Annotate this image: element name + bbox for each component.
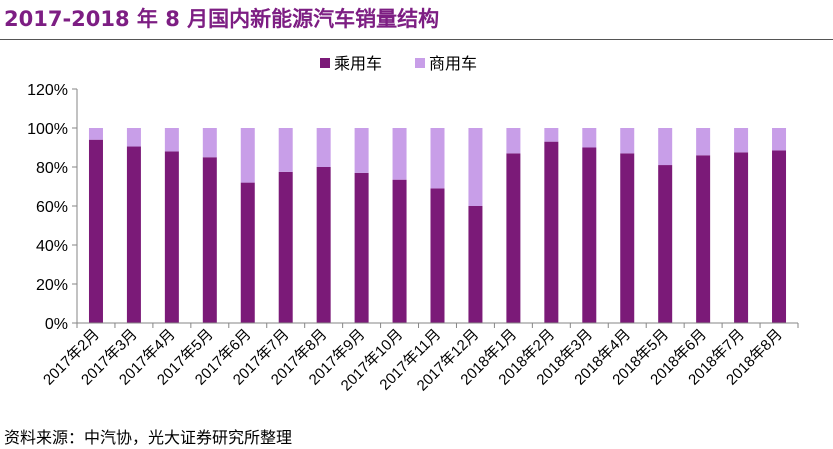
bar-passenger xyxy=(430,188,445,323)
bar-passenger xyxy=(240,182,255,323)
bar-passenger xyxy=(696,155,711,323)
bar-passenger xyxy=(658,165,673,323)
bar-commercial xyxy=(772,128,787,151)
bar-passenger xyxy=(468,206,483,323)
bar-commercial xyxy=(544,128,559,142)
page-title: 2017-2018 年 8 月国内新能源汽车销量结构 xyxy=(4,7,440,31)
bar-commercial xyxy=(316,128,331,167)
bar-passenger xyxy=(772,150,787,323)
bar-passenger xyxy=(506,153,521,323)
y-axis: 0% 20% 40% 60% 80% 100% 120% xyxy=(27,82,78,333)
bar-passenger xyxy=(354,172,369,323)
bar-commercial xyxy=(620,128,635,154)
y-tick-label: 60% xyxy=(36,199,68,216)
bar-commercial xyxy=(354,128,369,173)
bar-commercial xyxy=(278,128,293,172)
stacked-bar-chart: 乘用车 商用车 0% 20% 40% 60% 80% 100% 120% 2017年2月201… xyxy=(27,54,799,394)
bar-commercial xyxy=(506,128,521,154)
bar-commercial xyxy=(468,128,483,206)
y-tick-label: 120% xyxy=(27,82,68,99)
y-tick-label: 80% xyxy=(36,160,68,177)
bar-commercial xyxy=(240,128,255,183)
bar-commercial xyxy=(734,128,749,153)
bar-passenger xyxy=(620,153,635,323)
bar-commercial xyxy=(164,128,179,152)
bar-passenger xyxy=(316,167,331,323)
legend-swatch-commercial xyxy=(415,58,425,68)
chart-legend: 乘用车 商用车 xyxy=(320,54,477,73)
y-tick-label: 20% xyxy=(36,277,68,294)
bar-passenger xyxy=(734,152,749,323)
bar-commercial xyxy=(658,128,673,166)
bar-passenger xyxy=(582,147,597,323)
title-divider xyxy=(0,39,833,40)
bar-passenger xyxy=(88,139,103,323)
bar-passenger xyxy=(202,157,217,323)
bar-commercial xyxy=(126,128,141,147)
bar-commercial xyxy=(88,128,103,140)
legend-swatch-passenger xyxy=(320,58,330,68)
bar-commercial xyxy=(430,128,445,189)
source-note: 资料来源：中汽协，光大证券研究所整理 xyxy=(4,428,293,447)
bar-passenger xyxy=(126,146,141,323)
y-tick-label: 0% xyxy=(45,316,68,333)
bar-commercial xyxy=(582,128,597,148)
bar-passenger xyxy=(164,151,179,323)
x-axis: 2017年2月2017年3月2017年4月2017年5月2017年6月2017年… xyxy=(40,322,799,394)
bars xyxy=(88,128,787,323)
y-tick-label: 100% xyxy=(27,121,68,138)
legend-label-passenger: 乘用车 xyxy=(334,54,382,73)
bar-passenger xyxy=(544,141,559,323)
bar-commercial xyxy=(392,128,407,180)
bar-passenger xyxy=(278,171,293,323)
bar-passenger xyxy=(392,179,407,323)
y-tick-label: 40% xyxy=(36,238,68,255)
bar-commercial xyxy=(696,128,711,156)
legend-label-commercial: 商用车 xyxy=(429,54,477,73)
bar-commercial xyxy=(202,128,217,158)
